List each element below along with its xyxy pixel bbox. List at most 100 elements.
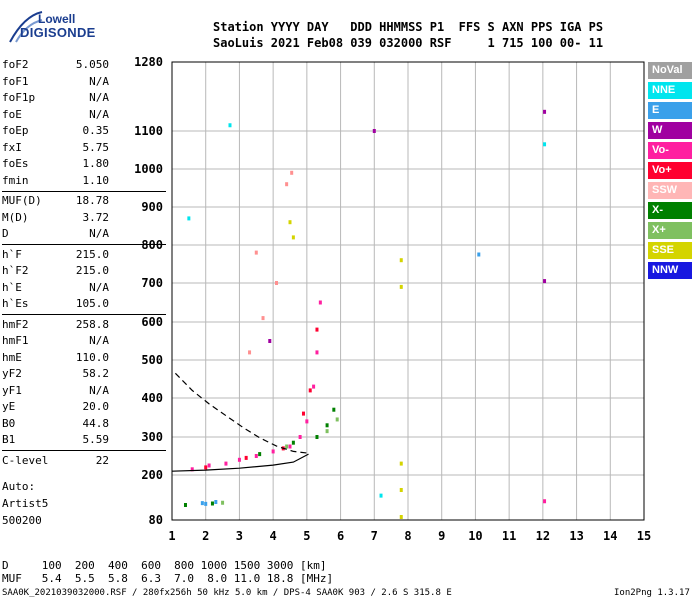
param-name: yE <box>2 400 16 413</box>
legend-item: NoVal <box>648 62 692 79</box>
param-name: MUF(D) <box>2 194 42 207</box>
param-row: B0 44.8 <box>2 417 166 431</box>
data-point <box>543 279 547 284</box>
y-tick-label: 1000 <box>134 162 163 176</box>
data-point <box>271 449 275 454</box>
legend-item: NNE <box>648 82 692 99</box>
data-point <box>285 182 289 187</box>
data-point <box>210 501 214 506</box>
data-point <box>543 499 547 504</box>
param-name: yF1 <box>2 383 22 397</box>
param-row: foEs 1.80 <box>2 157 166 171</box>
data-point <box>183 503 187 507</box>
param-row: foF2 5.050 <box>2 58 166 72</box>
data-point <box>224 461 228 466</box>
data-point <box>237 457 241 462</box>
param-row: h`F 215.0 <box>2 248 166 262</box>
param-name: h`Es <box>2 297 29 310</box>
y-tick-label: 700 <box>141 276 163 290</box>
param-row: yF2 58.2 <box>2 367 166 381</box>
param-name: h`F2 <box>2 264 29 277</box>
param-value: 5.59 <box>82 433 110 446</box>
auto-label: Auto: <box>2 480 36 493</box>
footer-file-info: SAA0K_2021039032000.RSF / 280fx256h 50 k… <box>2 588 452 598</box>
data-point <box>301 411 305 416</box>
data-point <box>248 350 252 355</box>
data-point <box>285 444 289 449</box>
x-tick-label: 5 <box>303 529 310 543</box>
data-point <box>372 129 376 133</box>
antenna-icon <box>9 11 43 43</box>
param-row: foF1p N/A <box>2 91 166 105</box>
y-tick-label: 1280 <box>134 55 163 69</box>
param-separator <box>2 314 166 315</box>
data-point <box>261 316 265 321</box>
data-point <box>305 419 309 424</box>
legend-item: E <box>648 102 692 119</box>
x-tick-label: 10 <box>468 529 482 543</box>
y-tick-label: 500 <box>141 353 163 367</box>
data-point <box>207 463 211 468</box>
param-name: B1 <box>2 433 16 446</box>
param-row: foF1 N/A <box>2 75 166 89</box>
logo-line2: DIGISONDE <box>20 25 96 40</box>
param-name: yF2 <box>2 367 22 380</box>
data-point <box>254 250 258 255</box>
param-row: h`Es 105.0 <box>2 297 166 311</box>
logo-line1: Lowell <box>38 12 76 26</box>
legend-item: NNW <box>648 262 692 279</box>
data-point <box>288 220 292 225</box>
legend-item: Vo- <box>648 142 692 159</box>
param-name: fmin <box>2 173 29 187</box>
x-tick-label: 15 <box>637 529 651 543</box>
y-tick-label: 800 <box>141 238 163 252</box>
param-row: fxI 5.75 <box>2 141 166 155</box>
data-point <box>399 515 403 519</box>
x-tick-label: 9 <box>438 529 445 543</box>
param-value: 1.80 <box>82 157 110 170</box>
chart-grid <box>171 61 645 521</box>
param-name: foF1 <box>2 74 29 88</box>
header-row1: Station YYYY DAY DDD HHMMSS P1 FFS S AXN… <box>213 20 604 34</box>
param-row: foEp 0.35 <box>2 124 166 138</box>
y-tick-label: 300 <box>141 430 163 444</box>
param-value: 5.050 <box>75 58 109 71</box>
data-point <box>325 423 329 428</box>
data-point <box>190 467 194 472</box>
x-tick-label: 1 <box>168 529 175 543</box>
y-tick-label: 900 <box>141 200 163 214</box>
data-point <box>298 435 302 439</box>
data-point <box>543 142 547 147</box>
param-name: M(D) <box>2 210 29 224</box>
param-separator <box>2 190 166 192</box>
data-point <box>288 444 292 449</box>
param-value: 0.35 <box>82 124 110 137</box>
param-row: yE 20.0 <box>2 400 166 414</box>
muf-row: MUF 5.4 5.5 5.8 6.3 7.0 8.0 11.0 18.8 [M… <box>2 572 334 585</box>
legend-item: Vo+ <box>648 162 692 179</box>
param-row: hmF2 258.8 <box>2 318 166 332</box>
y-tick-label: 80 <box>149 513 163 527</box>
y-tick-label: 600 <box>141 315 163 329</box>
param-value: 110.0 <box>75 350 109 364</box>
x-tick-label: 4 <box>270 529 277 543</box>
param-row: M(D) 3.72 <box>2 211 166 225</box>
data-point <box>204 501 208 506</box>
data-point <box>399 284 403 289</box>
data-point <box>258 452 262 457</box>
param-value: 20.0 <box>82 400 110 413</box>
chart-ticks: 1 2 3 4 5 6 7 8 9 10 11 12 13 14 158020030040050060070… <box>134 55 651 543</box>
data-point <box>399 258 403 263</box>
data-point <box>543 109 547 114</box>
data-point <box>379 493 383 498</box>
x-tick-label: 7 <box>371 529 378 543</box>
data-point <box>315 435 319 439</box>
param-row: hmE 110.0 <box>2 351 166 365</box>
param-name: hmF2 <box>2 317 29 331</box>
data-point <box>315 327 319 332</box>
data-point <box>399 488 403 492</box>
data-point <box>315 350 319 355</box>
data-point <box>221 500 225 505</box>
data-point <box>228 123 232 128</box>
